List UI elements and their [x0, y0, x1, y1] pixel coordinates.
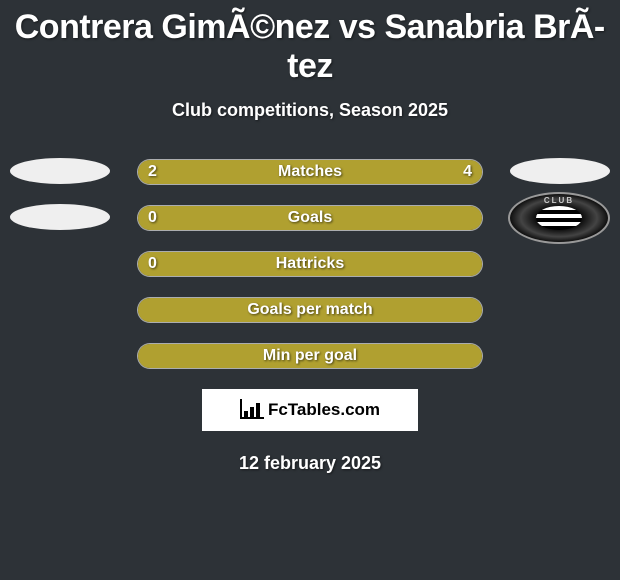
branding-text: FcTables.com	[268, 400, 380, 420]
stat-bars: Matches24Goals0Hattricks0Goals per match…	[137, 159, 483, 369]
comparison-title: Contrera GimÃ©nez vs Sanabria BrÃ­tez	[0, 8, 620, 86]
branding-badge: FcTables.com	[202, 389, 418, 431]
comparison-date: 12 february 2025	[0, 453, 620, 474]
stat-bar-label: Min per goal	[138, 344, 482, 368]
stat-bar-row: Goals0	[137, 205, 483, 231]
stat-bar-label: Hattricks	[138, 252, 482, 276]
stat-bar-row: Hattricks0	[137, 251, 483, 277]
stat-bar-row: Goals per match	[137, 297, 483, 323]
team-left-logo-2	[10, 204, 110, 230]
stat-bar-row: Min per goal	[137, 343, 483, 369]
comparison-subtitle: Club competitions, Season 2025	[0, 100, 620, 121]
stat-bar-label: Goals	[138, 206, 482, 230]
stat-bar-label: Goals per match	[138, 298, 482, 322]
stat-bar-label: Matches	[138, 160, 482, 184]
team-right-logo-1	[510, 158, 610, 184]
club-libertad-text: CLUB	[544, 196, 574, 205]
chart-icon	[240, 401, 262, 419]
stat-bar-value-left: 2	[148, 160, 157, 184]
stat-bar-value-right: 4	[463, 160, 472, 184]
team-left-logo-1	[10, 158, 110, 184]
stat-bar-row: Matches2 4	[137, 159, 483, 185]
stat-bar-value-left: 0	[148, 252, 157, 276]
stat-bar-value-left: 0	[148, 206, 157, 230]
team-right-logo-2: CLUB	[508, 192, 610, 244]
stats-area: CLUB Matches24Goals0Hattricks0Goals per …	[0, 159, 620, 369]
